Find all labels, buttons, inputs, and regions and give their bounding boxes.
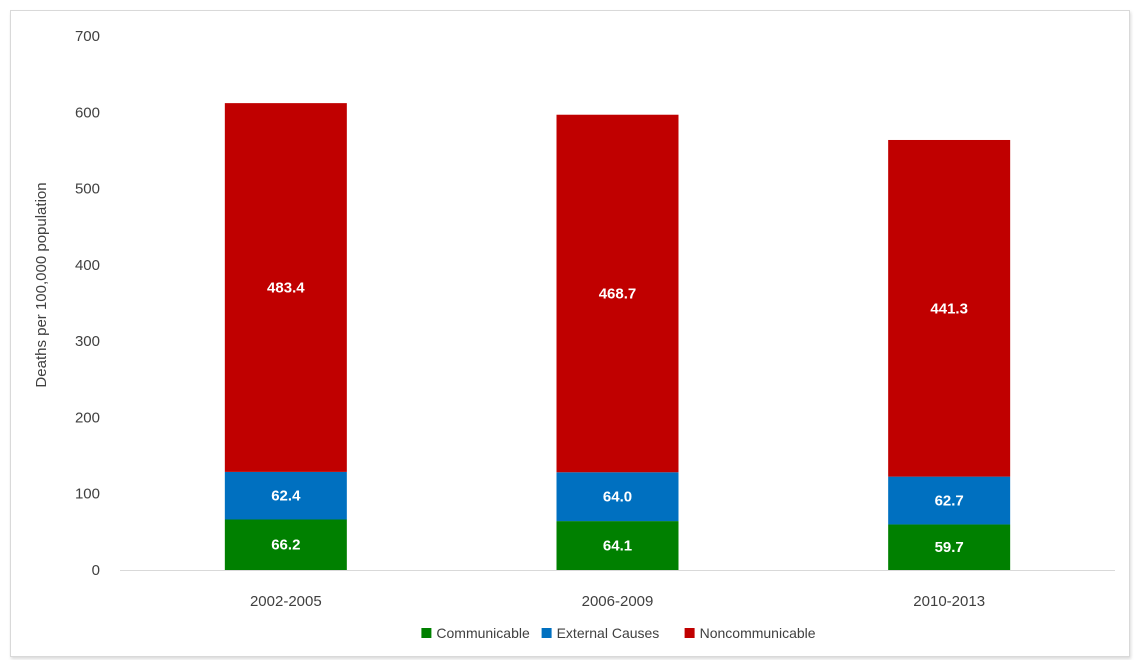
data-label-external-causes: 64.0 <box>603 489 632 506</box>
bar-communicable-2006-2009 <box>556 521 679 570</box>
y-tick-label: 700 <box>75 28 100 45</box>
y-tick-label: 400 <box>75 257 100 274</box>
data-label-noncommunicable: 483.4 <box>267 280 305 297</box>
bar-noncommunicable-2006-2009 <box>556 114 679 473</box>
bar-communicable-2010-2013 <box>888 524 1011 570</box>
data-label-communicable: 66.2 <box>271 537 300 554</box>
y-axis-title: Deaths per 100,000 population <box>33 182 50 387</box>
bar-external-causes-2010-2013 <box>888 476 1011 525</box>
y-tick-label: 500 <box>75 181 100 198</box>
legend-swatch-noncommunicable <box>684 628 695 638</box>
bars: 66.2 62.4 483.4 64.1 64.0 468.7 59.7 62.7 441.3 <box>224 103 1011 570</box>
bar-communicable-2002-2005 <box>224 519 347 570</box>
y-tick-label: 600 <box>75 104 100 121</box>
bar-noncommunicable-2010-2013 <box>888 139 1011 477</box>
legend: Communicable External Causes Noncommunicab… <box>421 625 816 641</box>
legend-swatch-external-causes <box>541 628 552 638</box>
bar-external-causes-2006-2009 <box>556 472 679 522</box>
y-axis-ticks: 0 100 200 300 400 500 600 700 <box>75 28 100 579</box>
y-tick-label: 100 <box>75 486 100 503</box>
data-label-external-causes: 62.7 <box>935 493 964 510</box>
y-tick-label: 200 <box>75 409 100 426</box>
x-tick-label: 2002-2005 <box>250 593 322 610</box>
data-label-communicable: 59.7 <box>935 539 964 556</box>
legend-label-noncommunicable: Noncommunicable <box>700 625 816 641</box>
x-tick-label: 2010-2013 <box>913 593 985 610</box>
x-tick-label: 2006-2009 <box>582 593 654 610</box>
legend-label-communicable: Communicable <box>436 625 530 641</box>
x-axis-ticks: 2002-2005 2006-2009 2010-2013 <box>250 593 985 610</box>
legend-label-external-causes: External Causes <box>557 625 660 641</box>
bar-noncommunicable-2002-2005 <box>224 103 347 472</box>
data-label-noncommunicable: 441.3 <box>930 300 968 317</box>
data-label-external-causes: 62.4 <box>271 488 301 505</box>
data-label-noncommunicable: 468.7 <box>599 286 637 303</box>
bar-external-causes-2002-2005 <box>224 471 347 520</box>
y-tick-label: 300 <box>75 333 100 350</box>
legend-swatch-communicable <box>421 628 432 638</box>
data-label-communicable: 64.1 <box>603 538 632 555</box>
y-tick-label: 0 <box>92 562 100 579</box>
